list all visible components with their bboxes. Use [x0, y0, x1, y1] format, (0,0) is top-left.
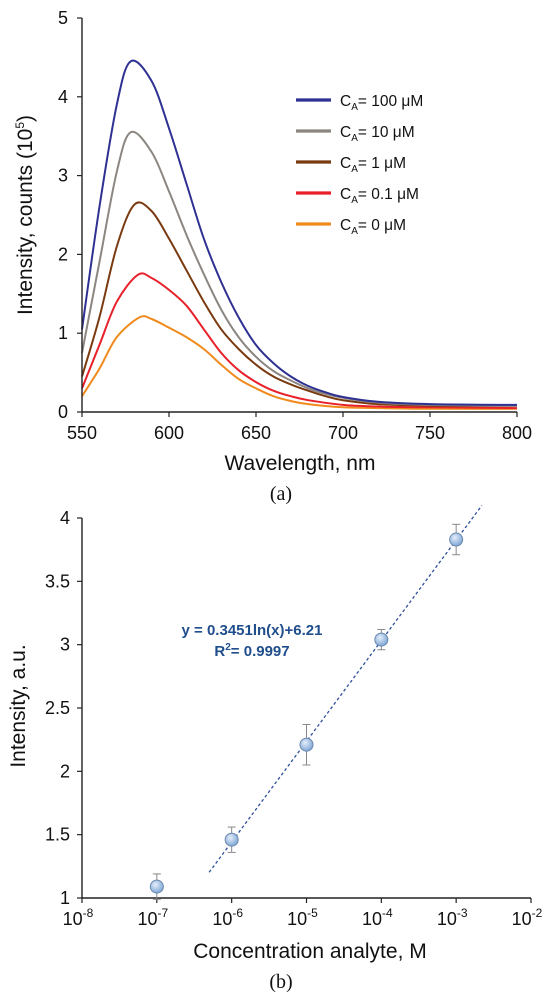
chart-a-y-axis-label: Intensity, counts (105): [13, 115, 37, 315]
chart-a: 0 1 2 3 4 5 550 600 650 700 750 800 Intensity, cou…: [13, 8, 532, 505]
chart-a-y-tick-label: 1: [58, 323, 68, 343]
chart-a-series-line: [81, 272, 518, 410]
chart-a-legend-label: CA= 100 μM: [340, 93, 423, 113]
chart-b: 11.522.533.54 10-8 10-7 10-6 10-5 10-4 10-3 10…: [7, 505, 543, 993]
chart-b-x-axis-label: Concentration analyte, M: [193, 940, 426, 963]
chart-b-axes: [81, 518, 531, 899]
chart-a-x-axis-label: Wavelength, nm: [225, 452, 376, 475]
chart-b-y-tick-label: 2: [60, 761, 70, 781]
chart-a-x-tick-label: 700: [328, 423, 358, 443]
chart-b-data-point: [299, 737, 314, 752]
chart-b-x-tick-label: 10-3: [437, 906, 468, 929]
chart-b-x-tick-label: 10-7: [137, 906, 168, 929]
chart-a-x-tick-label: 600: [154, 423, 184, 443]
chart-a-x-tick-label: 550: [67, 423, 97, 443]
chart-b-panel-label: (b): [269, 971, 292, 993]
chart-b-y-tick-label: 1.5: [45, 825, 70, 845]
chart-a-series-line: [81, 315, 518, 410]
chart-b-data-point: [374, 632, 389, 647]
chart-b-fit-line: [208, 505, 483, 873]
chart-b-data-point: [449, 532, 464, 547]
chart-b-x-tick-label: 10-2: [512, 906, 543, 929]
chart-b-y-tick-label: 3.5: [45, 571, 70, 591]
chart-a-x-tick-label: 750: [415, 423, 445, 443]
chart-a-x-tick-label: 650: [241, 423, 271, 443]
chart-a-legend-label: CA= 10 μM: [340, 124, 415, 144]
chart-b-data-point: [149, 879, 164, 894]
chart-a-y-tick-label: 4: [58, 87, 68, 107]
chart-b-fit-r2: R2= 0.9997: [214, 642, 289, 660]
chart-a-series-line: [81, 201, 518, 407]
chart-b-x-tick-label: 10-5: [287, 906, 318, 929]
chart-a-panel-label: (a): [270, 483, 292, 505]
chart-a-y-tick-label: 3: [58, 166, 68, 186]
chart-a-y-tick-label: 2: [58, 244, 68, 264]
chart-a-legend-label: CA= 0.1 μM: [340, 186, 419, 206]
chart-a-series: [81, 59, 518, 410]
chart-b-y-tick-label: 2.5: [45, 698, 70, 718]
chart-b-points: [149, 523, 464, 900]
chart-a-y-tick-label: 5: [58, 8, 68, 28]
chart-a-legend-label: CA= 1 μM: [340, 155, 406, 175]
chart-b-x-tick-label: 10-6: [212, 906, 243, 929]
chart-b-y-tick-label: 1: [60, 888, 70, 908]
chart-a-axes: [81, 18, 517, 413]
chart-a-series-line: [81, 130, 518, 407]
chart-b-y-tick-label: 4: [60, 508, 70, 528]
chart-b-data-point: [224, 832, 239, 847]
chart-a-legend-label: CA= 0 μM: [340, 217, 406, 237]
chart-a-x-ticks: 550 600 650 700 750 800: [67, 412, 532, 443]
chart-b-y-axis-label: Intensity, a.u.: [7, 644, 30, 767]
chart-b-fit-equation: y = 0.3451ln(x)+6.21: [182, 622, 323, 639]
chart-b-y-ticks: 1 1.5 2 2.5 3 3.5 4: [45, 508, 82, 908]
chart-a-series-line: [81, 59, 518, 406]
chart-b-x-tick-label: 10-8: [63, 906, 94, 929]
chart-a-y-ticks: 0 1 2 3 4 5: [58, 8, 82, 422]
chart-b-y-tick-label: 3: [60, 635, 70, 655]
chart-a-legend: CA= 100 μM CA= 10 μM CA= 1 μM CA= 0.1 μM CA=…: [296, 93, 423, 237]
chart-a-y-tick-label: 0: [58, 402, 68, 422]
chart-a-x-tick-label: 800: [502, 423, 532, 443]
chart-b-x-ticks: 10-8 10-7 10-6 10-5 10-4 10-3 10-2: [63, 898, 543, 929]
chart-b-x-tick-label: 10-4: [362, 906, 393, 929]
